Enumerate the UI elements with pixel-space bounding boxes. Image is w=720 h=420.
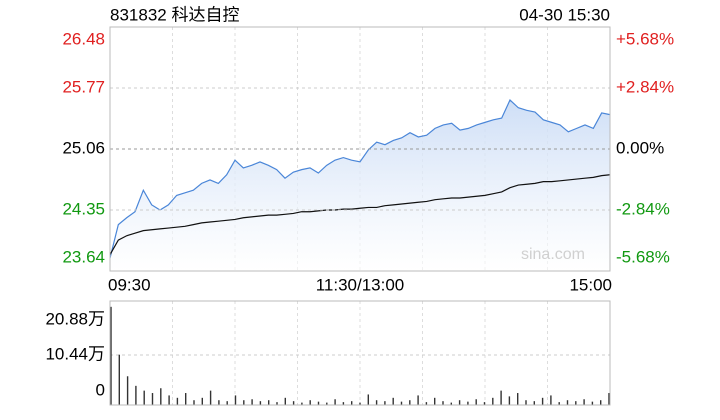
volume-bar [251,399,253,405]
price-area [110,100,610,271]
volume-bar [234,395,237,405]
volume-bar [434,397,436,405]
volume-bar [583,399,585,405]
volume-bar [292,401,295,405]
watermark: sina.com [521,246,585,263]
y-tick-label: 25.77 [62,77,105,96]
volume-bar [342,402,345,405]
volume-bar [218,400,220,405]
volume-bar [135,385,137,405]
volume-frame [109,300,611,406]
volume-bar [600,400,602,405]
x-tick-label: 11:30/13:00 [316,275,405,294]
volume-bar [351,401,353,405]
stock-title: 831832 科达自控 [110,5,239,24]
datetime: 04-30 15:30 [519,5,610,24]
volume-bar [143,390,145,405]
volume-bar [591,401,594,405]
y-tick-label: 24.35 [62,199,105,218]
volume-bar [185,393,187,405]
volume-bar [450,402,452,405]
volume-bar [550,395,552,405]
y2-tick-label: -5.68% [616,247,670,266]
y2-tick-label: +2.84% [616,77,674,96]
volume-bar [608,393,610,405]
volume-bar [176,397,179,405]
volume-bar [384,401,386,405]
volume-bar [268,400,270,405]
volume-bar [359,402,361,405]
volume-bar [110,306,112,405]
volume-bar [160,388,162,405]
volume-bar [367,394,369,405]
volume-bar [392,397,394,405]
y-tick-label: 20.88万 [45,309,105,328]
volume-bar [467,401,469,405]
volume-bar [317,401,320,405]
volume-bar [243,400,245,405]
average-line [109,174,611,255]
volume-bar [425,402,428,405]
volume-bar [492,397,494,405]
x-tick-label: 09:30 [108,275,151,294]
volume-bar [309,400,311,405]
volume-bar [301,402,303,405]
volume-bar [375,400,378,405]
volume-bar [118,354,120,405]
volume-bar [475,399,477,405]
volume-bar [284,397,286,405]
volume-bar [334,399,336,405]
volume-bar [458,400,461,405]
volume-bar [276,402,278,405]
y-tick-label: 25.06 [62,138,105,157]
volume-bar [417,395,419,405]
y-tick-label: 26.48 [62,29,105,48]
plot-frame [109,26,611,272]
volume-bar [209,390,212,405]
volume-bar [500,390,502,405]
volume-bar [442,401,444,405]
volume-bar [525,400,527,405]
volume-bar [168,395,170,405]
volume-bar [558,402,560,405]
volume-bar [400,401,403,405]
y2-tick-label: -2.84% [616,199,670,218]
volume-bar [575,401,577,405]
volume-bar [566,400,569,405]
volume-bar [533,401,535,405]
volume-bar [541,397,544,405]
price-line [109,99,611,259]
volume-bar [517,393,519,405]
x-tick-label: 15:00 [569,275,612,294]
volume-bar [326,402,328,405]
volume-bar [226,401,228,405]
y-tick-label: 0 [96,380,105,399]
y2-tick-label: 0.00% [616,138,664,157]
volume-bar [483,402,486,405]
y-tick-label: 23.64 [62,247,105,266]
y-tick-label: 10.44万 [45,344,105,363]
volume-bar [409,400,411,405]
volume-bar [201,397,203,405]
y2-tick-label: +5.68% [616,29,674,48]
volume-bar [508,396,511,405]
volume-bar [193,400,195,405]
volume-bar [126,376,129,405]
volume-bar [259,401,262,405]
volume-bar [151,393,154,405]
